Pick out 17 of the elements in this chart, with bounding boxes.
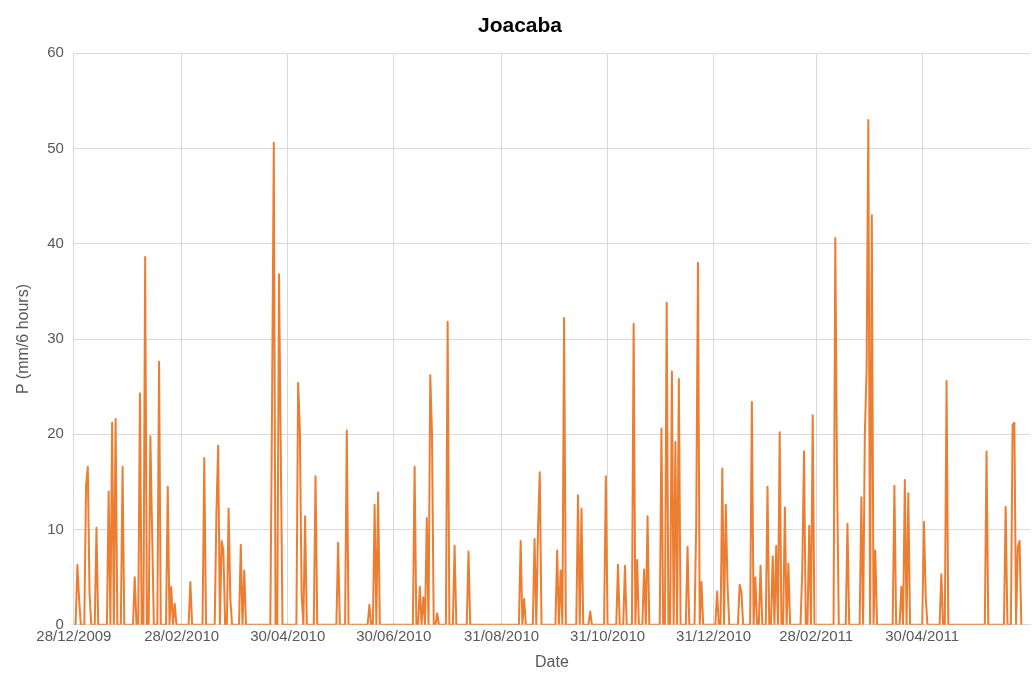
x-tick-label: 31/10/2010	[570, 626, 646, 644]
x-tick-label: 31/08/2010	[463, 626, 540, 644]
x-tick-label: 31/12/2010	[676, 626, 752, 644]
chart-title: Joacaba	[477, 13, 563, 37]
y-tick-label: 60	[47, 43, 64, 61]
y-axis-title: P (mm/6 hours)	[14, 284, 32, 394]
y-tick-label: 10	[47, 519, 64, 537]
y-tick-label: 40	[47, 233, 64, 251]
x-tick-label: 30/04/2010	[250, 626, 326, 644]
y-tick-label: 30	[47, 329, 64, 347]
x-tick-label: 28/02/2010	[144, 626, 220, 644]
x-tick-label: 28/02/2011	[779, 626, 854, 644]
y-tick-label: 20	[47, 424, 64, 442]
x-tick-label: 30/06/2010	[356, 626, 432, 644]
y-tick-label: 50	[47, 138, 64, 156]
x-tick-label: 30/04/2011	[885, 626, 960, 644]
x-axis-title: Date	[535, 652, 569, 670]
